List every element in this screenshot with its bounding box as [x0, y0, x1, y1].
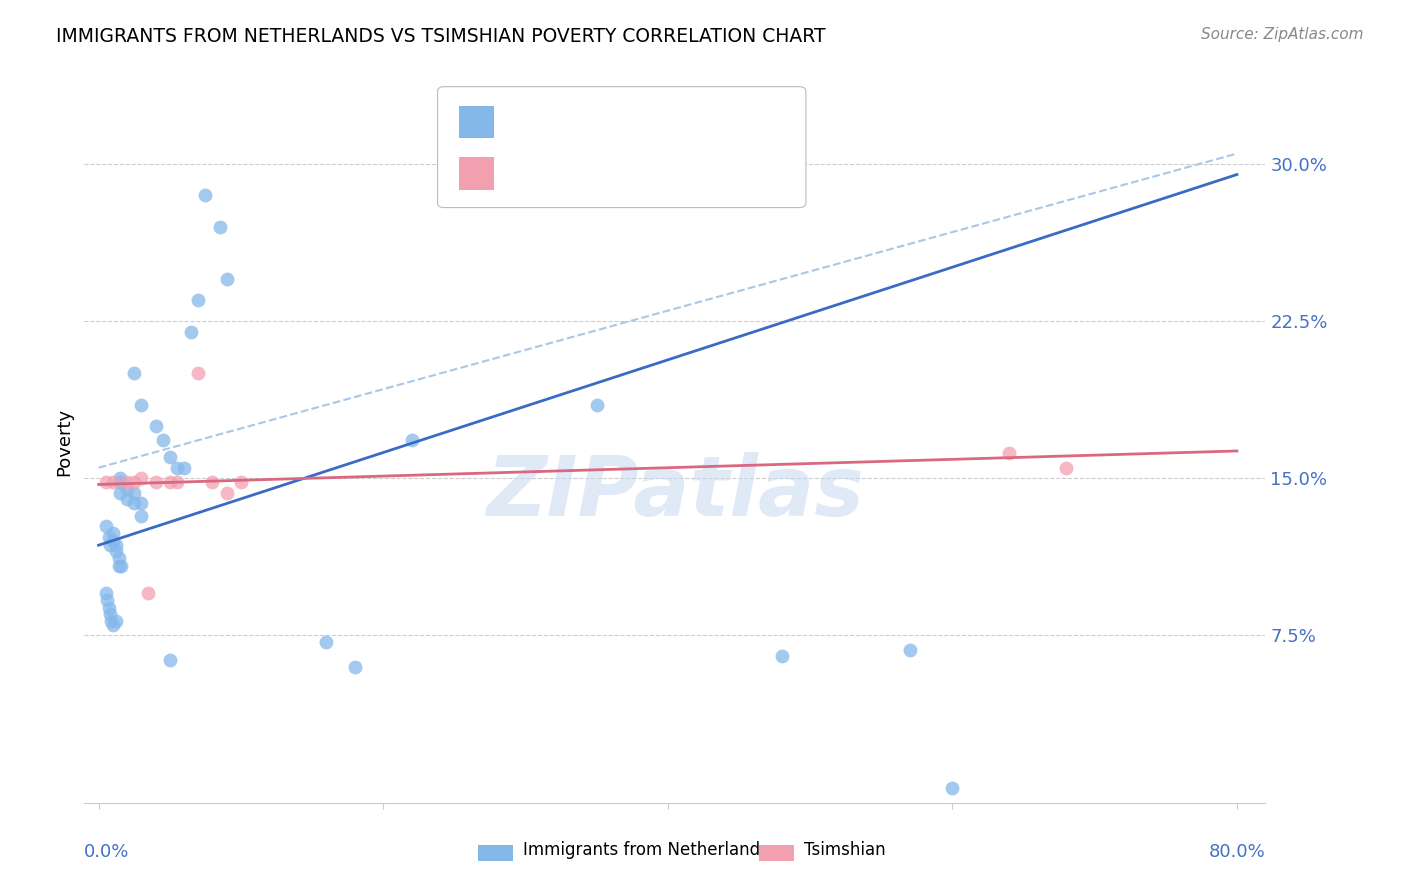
Point [107, 559, 129, 574]
Text: IMMIGRANTS FROM NETHERLANDS VS TSIMSHIAN POVERTY CORRELATION CHART: IMMIGRANTS FROM NETHERLANDS VS TSIMSHIAN… [56, 27, 825, 45]
Point [166, 460, 188, 475]
Point [97, 530, 120, 544]
Point [129, 471, 152, 485]
Point [138, 586, 160, 600]
Y-axis label: Poverty: Poverty [55, 408, 73, 475]
Point [129, 496, 152, 510]
Point [108, 486, 131, 500]
Point [122, 367, 145, 381]
Point [115, 492, 138, 507]
Point [122, 496, 145, 510]
Text: 46: 46 [631, 117, 657, 135]
Point [585, 398, 607, 412]
Point [187, 293, 209, 308]
Point [770, 649, 793, 664]
Point [215, 272, 238, 286]
Point [208, 219, 231, 234]
Point [101, 534, 124, 549]
Point [180, 325, 202, 339]
Text: Source: ZipAtlas.com: Source: ZipAtlas.com [1201, 27, 1364, 42]
Point [97, 601, 120, 615]
Point [104, 614, 127, 628]
Point [941, 781, 963, 796]
Point [215, 486, 238, 500]
Point [94, 586, 117, 600]
Point [343, 659, 366, 673]
Point [159, 475, 181, 490]
Point [187, 367, 209, 381]
Point [110, 559, 132, 574]
Text: R =: R = [501, 169, 540, 186]
Point [1054, 460, 1077, 475]
Point [101, 475, 124, 490]
Text: Tsimshian: Tsimshian [804, 841, 886, 859]
Point [152, 434, 174, 448]
Point [104, 544, 127, 558]
Text: 15: 15 [631, 169, 657, 186]
Point [194, 188, 217, 202]
Point [115, 482, 138, 496]
Point [229, 475, 252, 490]
Point [94, 475, 117, 490]
Point [998, 446, 1021, 460]
Point [94, 519, 117, 533]
Point [122, 486, 145, 500]
Point [401, 434, 423, 448]
Point [166, 475, 188, 490]
Point [104, 538, 127, 552]
Text: N =: N = [589, 169, 647, 186]
Point [107, 550, 129, 565]
Point [98, 538, 121, 552]
Point [129, 508, 152, 523]
Point [159, 653, 181, 667]
Text: N =: N = [589, 117, 647, 135]
Text: R =: R = [501, 117, 540, 135]
Point [145, 418, 167, 433]
Point [201, 475, 224, 490]
Text: 0.245: 0.245 [536, 117, 593, 135]
Point [108, 475, 131, 490]
Point [173, 460, 195, 475]
Point [108, 471, 131, 485]
Text: 0.0%: 0.0% [84, 843, 129, 861]
Point [98, 607, 121, 622]
Point [145, 475, 167, 490]
Point [115, 475, 138, 490]
Text: 0.105: 0.105 [536, 169, 593, 186]
Point [129, 398, 152, 412]
Point [159, 450, 181, 465]
Point [96, 592, 118, 607]
Point [315, 634, 337, 648]
Point [101, 617, 124, 632]
Text: ZIPatlas: ZIPatlas [486, 451, 863, 533]
Point [122, 475, 145, 490]
Point [898, 643, 921, 657]
Text: Immigrants from Netherlands: Immigrants from Netherlands [523, 841, 769, 859]
Point [101, 525, 124, 540]
Point [100, 614, 122, 628]
Text: 80.0%: 80.0% [1209, 843, 1265, 861]
